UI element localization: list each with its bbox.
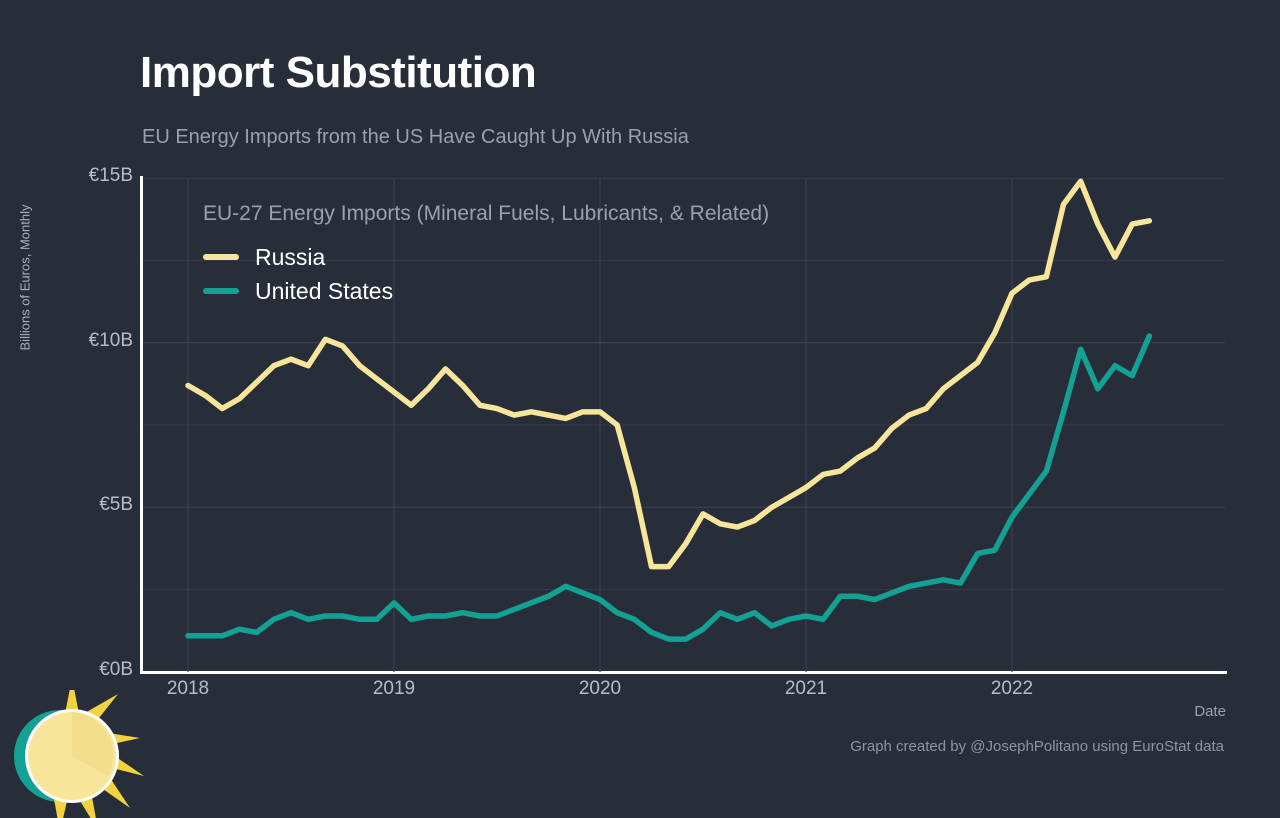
chart-legend: EU-27 Energy Imports (Mineral Fuels, Lub… [203, 202, 769, 308]
sun-logo [14, 690, 144, 818]
y-axis-line [140, 176, 143, 674]
legend-label-united-states: United States [255, 277, 394, 304]
y-axis-tick-label: €0B [99, 659, 133, 680]
series-line-russia[interactable] [185, 178, 1153, 570]
x-axis-tick-label: 2021 [784, 678, 828, 699]
footer-credit: Graph created by @JosephPolitano using E… [850, 738, 1224, 755]
series-line-united-states[interactable] [185, 333, 1153, 642]
chart-subtitle: EU Energy Imports from the US Have Caugh… [142, 126, 689, 148]
y-axis-tick-label: €10B [88, 329, 133, 351]
y-axis-tick-labels: €0B €5B €10B €15B [0, 0, 133, 818]
y-axis-title: Billions of Euros, Monthly [17, 204, 33, 351]
legend-item-united-states[interactable]: United States [203, 274, 769, 308]
legend-swatch-russia [203, 254, 239, 260]
x-axis-tick-label: 2018 [166, 678, 210, 699]
y-axis-tick-label: €5B [99, 494, 133, 516]
x-axis-tick-label: 2022 [990, 678, 1034, 699]
y-axis-tick-label: €15B [88, 165, 133, 186]
x-axis-title: Date [1194, 703, 1226, 720]
x-axis-tick-label: 2020 [578, 678, 622, 699]
plot-area [143, 178, 1225, 672]
x-axis-tick-label: 2019 [372, 678, 416, 699]
legend-title: EU-27 Energy Imports (Mineral Fuels, Lub… [203, 202, 770, 225]
page-title: Import Substitution [140, 48, 537, 97]
logo-sun-wedge [72, 712, 113, 776]
legend-label-russia: Russia [255, 243, 326, 270]
legend-item-russia[interactable]: Russia [203, 240, 769, 274]
chart-canvas [143, 178, 1225, 672]
legend-swatch-united-states [203, 288, 239, 294]
x-axis-line [140, 671, 1227, 674]
